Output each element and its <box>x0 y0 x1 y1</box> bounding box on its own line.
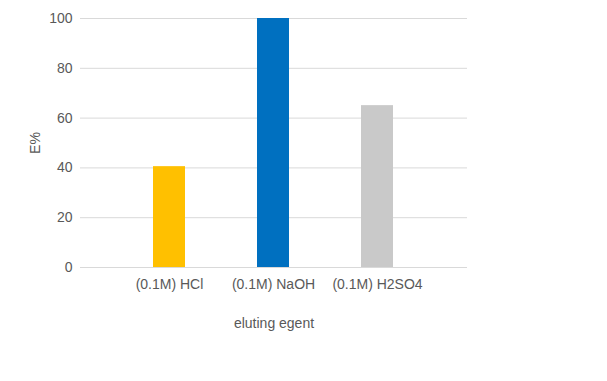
svg-text:(0.1M) NaOH: (0.1M) NaOH <box>232 276 315 292</box>
svg-text:60: 60 <box>57 110 73 126</box>
svg-text:eluting egent: eluting egent <box>234 315 314 331</box>
svg-text:(0.1M) H2SO4: (0.1M) H2SO4 <box>332 276 422 292</box>
svg-text:20: 20 <box>57 209 73 225</box>
svg-text:E%: E% <box>27 132 43 154</box>
svg-text:100: 100 <box>49 10 73 26</box>
svg-text:(0.1M) HCl: (0.1M) HCl <box>136 276 204 292</box>
svg-text:0: 0 <box>65 259 73 275</box>
svg-text:80: 80 <box>57 60 73 76</box>
svg-text:40: 40 <box>57 159 73 175</box>
